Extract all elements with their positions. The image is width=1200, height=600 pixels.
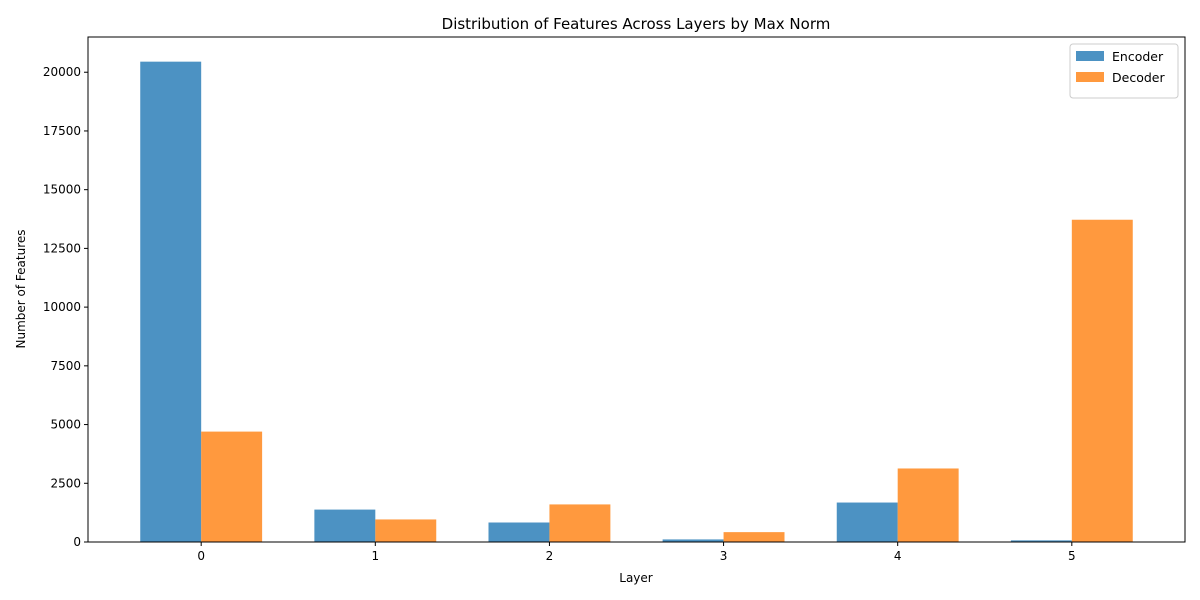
- bar-encoder-layer-2: [488, 522, 550, 542]
- y-tick-label: 0: [73, 535, 81, 549]
- legend-label-encoder: Encoder: [1112, 49, 1164, 64]
- y-tick-label: 2500: [50, 476, 81, 490]
- bar-encoder-layer-3: [662, 539, 724, 542]
- bar-decoder-layer-2: [549, 504, 611, 542]
- bar-decoder-layer-3: [723, 532, 785, 542]
- chart-title: Distribution of Features Across Layers b…: [442, 15, 831, 33]
- y-tick-label: 7500: [50, 359, 81, 373]
- legend-swatch-encoder: [1076, 51, 1104, 61]
- bar-decoder-layer-0: [201, 431, 263, 542]
- x-tick-label: 1: [371, 549, 379, 563]
- bar-decoder-layer-1: [375, 519, 437, 542]
- y-tick-label: 12500: [43, 241, 81, 255]
- x-tick-label: 5: [1068, 549, 1076, 563]
- y-tick-label: 10000: [43, 300, 81, 314]
- bar-encoder-layer-4: [836, 502, 898, 542]
- y-tick-label: 20000: [43, 65, 81, 79]
- bar-decoder-layer-5: [1071, 219, 1133, 543]
- x-tick-label: 3: [720, 549, 728, 563]
- y-axis-title: Number of Features: [14, 230, 28, 349]
- y-tick-label: 17500: [43, 124, 81, 138]
- x-tick-label: 4: [894, 549, 902, 563]
- legend: Encoder Decoder: [1069, 43, 1179, 99]
- legend-label-decoder: Decoder: [1112, 70, 1165, 85]
- x-axis-title: Layer: [619, 571, 653, 585]
- bar-encoder-layer-1: [314, 509, 376, 542]
- plot-frame: [87, 36, 1186, 543]
- bar-encoder-layer-0: [140, 61, 202, 542]
- axes-layer: 0 1 2 3 4 5 0 2500 5000 7500 10000 12500 15000 17500 2…: [43, 36, 1186, 563]
- bar-encoder-layer-5: [1010, 540, 1072, 542]
- y-tick-label: 5000: [50, 418, 81, 432]
- legend-swatch-decoder: [1076, 72, 1104, 82]
- bar-decoder-layer-4: [897, 468, 959, 542]
- x-tick-label: 0: [197, 549, 205, 563]
- bars-layer: [140, 61, 1133, 543]
- x-tick-label: 2: [546, 549, 554, 563]
- y-tick-label: 15000: [43, 183, 81, 197]
